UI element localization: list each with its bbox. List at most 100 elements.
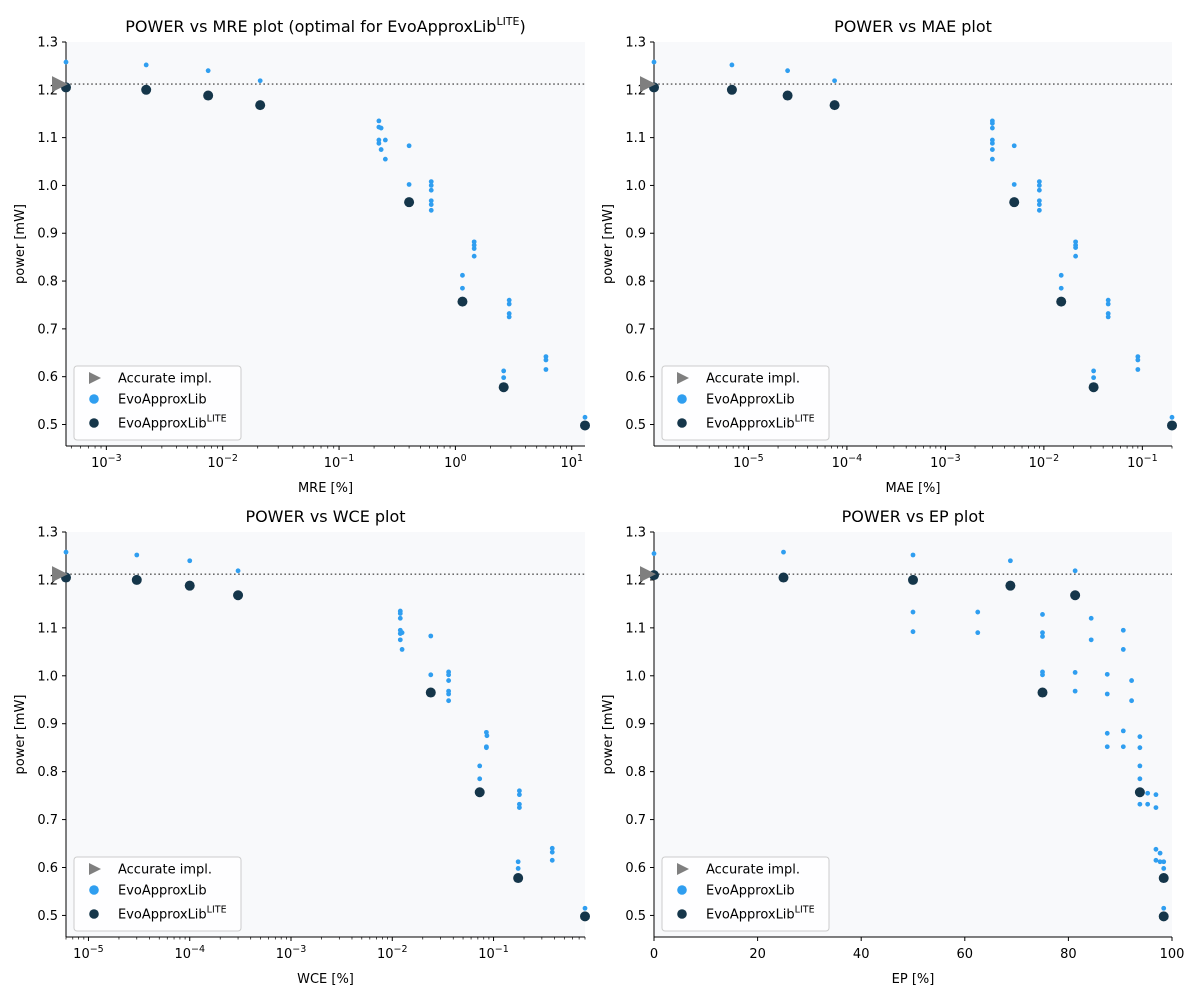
y-tick-label: 1.1 [37,131,58,146]
y-tick-label: 0.9 [37,717,58,732]
lib-point [1137,745,1143,751]
accurate-marker [640,566,656,583]
legend: Accurate impl. EvoApproxLib EvoApproxLibLI… [661,856,830,932]
series-evoapproxlib [651,59,1175,420]
series-evoapproxlib-lite [61,572,590,922]
lib-point [382,156,388,162]
lib-point [516,805,522,810]
legend-lib-marker [89,885,99,895]
lite-point [1037,687,1048,698]
lib-point [515,866,521,871]
lib-point [134,552,140,558]
lib-point [378,125,384,131]
y-tick-label: 0.5 [625,909,646,924]
x-tick-label: 10−2 [207,453,238,471]
lib-point [1091,375,1097,381]
lib-point [428,672,434,678]
x-tick-label: 10−2 [377,944,408,962]
x-tick-label: 100 [444,453,467,471]
lite-point [498,382,509,393]
lite-point [131,574,142,585]
y-tick-label: 1.0 [37,179,58,194]
y-tick-label: 0.9 [625,717,646,732]
legend-lite-marker [89,418,99,428]
lib-point [1104,671,1110,677]
lib-point [1072,670,1078,675]
lib-point [378,147,384,152]
lite-point [457,296,468,307]
x-tick-label: 80 [1060,947,1077,962]
legend-lib-marker [677,394,687,404]
lite-point [203,90,214,101]
lib-point [910,552,916,558]
lib-point [1072,568,1078,574]
legend-lib-marker [677,885,687,895]
lite-point [1134,787,1145,798]
lib-point [477,763,483,769]
x-tick-label: 10−2 [1029,453,1060,471]
lib-point [1157,859,1163,865]
lib-point [910,609,916,615]
lib-point [975,609,981,615]
y-tick-label: 1.0 [625,669,646,684]
lib-point [989,137,995,143]
lib-point [143,62,149,68]
lib-point [1011,143,1017,149]
lib-point [484,733,490,739]
lib-point [1072,688,1078,694]
lib-point [1036,187,1042,193]
lib-point [1036,207,1042,213]
lib-point [376,118,382,124]
lib-point [989,156,995,162]
x-axis-label: EP [%] [892,972,935,987]
x-tick-label: 10−5 [733,453,764,471]
y-tick-label: 0.9 [37,227,58,242]
legend-label-lib: EvoApproxLib [118,884,207,899]
y-tick-label: 0.8 [37,275,58,290]
x-tick-label: 20 [749,947,766,962]
y-tick-label: 0.8 [625,275,646,290]
lib-point [399,647,405,652]
lib-point [1036,179,1042,185]
lib-point [406,182,412,187]
lib-point [1105,301,1111,307]
chart-title: POWER vs WCE plot [245,507,405,526]
lib-point [1036,198,1042,204]
lib-point [1157,850,1163,856]
lite-point [404,197,415,208]
lite-point [782,90,793,101]
lib-point [989,120,995,126]
y-tick-label: 0.6 [37,861,58,876]
chart-title: POWER vs MAE plot [834,17,992,36]
lite-point [580,420,590,431]
y-tick-label: 0.6 [625,861,646,876]
lib-point [785,68,791,74]
y-tick-label: 0.7 [37,322,58,337]
chart-panel-2: 0.50.60.70.80.91.01.11.21.310−5 10−4 10−3 1… [601,17,1177,496]
x-tick-label: 10−1 [324,453,355,471]
lib-point [1137,734,1143,740]
x-tick-label: 0 [650,947,658,962]
legend-label-lite: EvoApproxLibLITE [706,905,815,923]
lite-point [184,580,195,591]
legend-box [661,365,830,441]
lib-point [1153,857,1159,863]
lib-point [1104,691,1110,697]
lib-point [428,187,434,193]
lib-point [1120,744,1126,750]
lib-point [471,253,477,259]
lib-point [1036,202,1042,207]
x-tick-label: 40 [853,947,870,962]
y-tick-label: 0.7 [37,813,58,828]
lib-point [376,140,382,146]
legend-lite-marker [677,909,687,919]
lib-point [397,631,403,637]
legend-lite-marker [89,909,99,919]
legend-label-lib: EvoApproxLib [706,393,795,408]
legend-box [73,365,242,441]
series-evoapproxlib [63,549,588,911]
lib-point [428,183,434,188]
lib-point [1135,367,1141,372]
x-tick-label: 10−1 [478,944,509,962]
lib-point [515,859,521,865]
